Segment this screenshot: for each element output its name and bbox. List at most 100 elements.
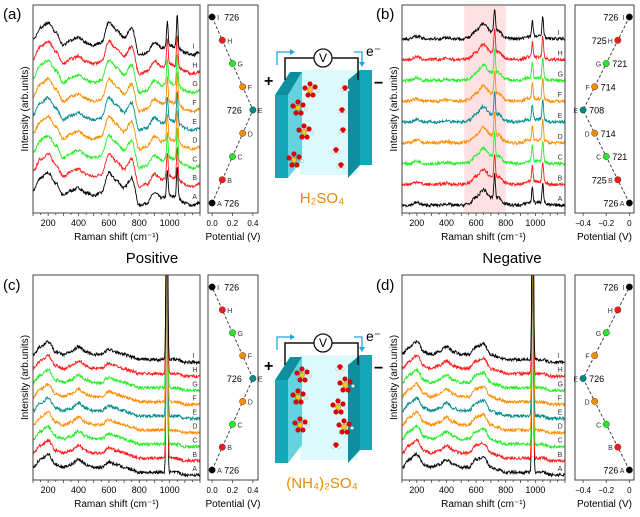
spectrum-trace-E [402, 275, 565, 422]
trace-label: I [558, 30, 560, 37]
panel-label: (a) [3, 6, 21, 23]
panel-label: (d) [376, 277, 394, 294]
point-label: B [608, 178, 613, 185]
potential-point-D [591, 397, 599, 405]
potential-tick-label: 0.2 [227, 219, 239, 228]
point-label: G [596, 62, 601, 69]
raman-peak-annotation: 726 [603, 13, 618, 23]
potential-point-B [218, 176, 226, 184]
electron-label: e⁻ [366, 43, 381, 59]
trace-label: B [558, 452, 563, 459]
highlight-band [464, 6, 506, 212]
trace-label: F [192, 395, 196, 402]
potential-point-I [208, 283, 216, 291]
x-tick-label: 800 [498, 485, 513, 495]
spectrum-trace-F [402, 275, 565, 408]
raman-peak-annotation: 726 [224, 199, 239, 209]
trace-label: H [558, 367, 563, 374]
x-tick-label: 600 [101, 218, 116, 228]
point-label: D [248, 399, 253, 406]
potential-tick-label: 0.4 [247, 486, 259, 495]
trace-label: E [558, 410, 563, 417]
potential-point-D [239, 397, 247, 405]
potential-point-D [591, 129, 599, 137]
point-label: D [585, 399, 590, 406]
cathode [360, 70, 372, 165]
molecule-icon [294, 366, 312, 383]
potential-axis-label: Potential (V) [205, 232, 260, 243]
molecule-icon [338, 127, 348, 134]
point-label: D [248, 131, 253, 138]
potential-point-C [229, 420, 236, 428]
potential-point-A [625, 199, 633, 207]
raman-peak-annotation: 726 [227, 374, 242, 384]
raman-peak-annotation: 726 [224, 283, 239, 293]
point-label: A [620, 468, 625, 475]
spectrum-trace-A [402, 173, 565, 209]
trace-label: G [192, 81, 197, 88]
positive-terminal: + [264, 73, 273, 90]
spectrum-trace-D [33, 108, 200, 152]
raman-peak-annotation: 708 [589, 106, 604, 116]
negative-terminal: − [374, 75, 383, 92]
trace-label: A [192, 194, 197, 201]
trace-label: D [192, 138, 197, 145]
spectrum-trace-D [402, 275, 565, 436]
potential-tick-label: 0.4 [247, 219, 259, 228]
point-label: C [237, 422, 242, 429]
trace-label: C [558, 438, 563, 445]
x-axis-label: Raman shift (cm⁻¹) [74, 499, 159, 510]
raman-peak-annotation: 726 [603, 283, 618, 293]
current-arrow-icon [276, 336, 290, 350]
potential-axes [574, 274, 635, 481]
raman-peak-annotation: 714 [601, 82, 616, 92]
spectrum-trace-B [33, 147, 200, 189]
trace-label: D [192, 424, 197, 431]
trace-label: D [558, 134, 563, 141]
trace-label: F [558, 395, 562, 402]
potential-point-A [208, 466, 216, 474]
raman-peak-annotation: 725 [592, 175, 607, 185]
potential-point-G [602, 329, 610, 337]
trace-label: H [558, 51, 563, 58]
potential-point-H [218, 306, 226, 314]
spectrum-trace-G [33, 53, 200, 95]
trace-label: B [558, 175, 563, 182]
spectrum-trace-H [402, 275, 565, 380]
point-label: F [248, 85, 252, 92]
spectrum-trace-I [402, 9, 565, 42]
point-label: D [585, 131, 590, 138]
potential-point-H [614, 36, 622, 44]
trace-label: E [192, 119, 197, 126]
x-tick-label: 400 [71, 485, 86, 495]
cathode-side [348, 70, 360, 178]
spectrum-trace-E [33, 275, 200, 422]
trace-label: F [192, 100, 196, 107]
anode [275, 380, 288, 463]
potential-point-H [614, 306, 622, 314]
anode [275, 95, 288, 178]
spectrum-trace-D [33, 275, 200, 436]
raman-peak-annotation: 726 [603, 199, 618, 209]
potential-point-E [249, 106, 257, 114]
point-label: C [596, 422, 601, 429]
molecule-icon [331, 442, 341, 449]
trace-label: F [558, 92, 562, 99]
raman-peak-annotation: 726 [227, 106, 242, 116]
spectrum-trace-C [402, 131, 565, 167]
voltmeter-label: V [319, 51, 327, 65]
trace-label: I [192, 44, 194, 51]
point-label: B [227, 178, 232, 185]
potential-tick-label: 0.0 [207, 486, 219, 495]
spectrum-trace-H [33, 275, 200, 379]
spectrum-trace-F [33, 275, 200, 407]
x-tick-label: 600 [469, 218, 484, 228]
molecule-icon [336, 418, 354, 435]
spectrum-trace-G [33, 275, 200, 393]
point-label: E [573, 377, 578, 384]
x-tick-label: 1000 [160, 218, 180, 228]
spectrum-trace-I [402, 275, 565, 365]
